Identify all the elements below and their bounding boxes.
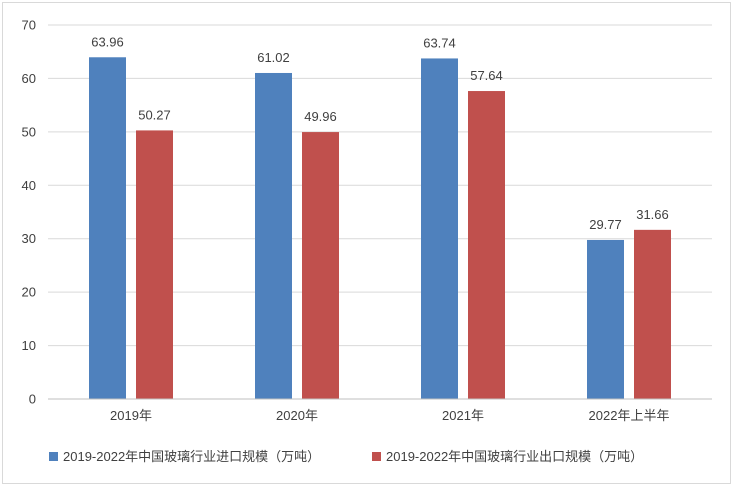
bar-series1-3 — [421, 58, 458, 399]
y-axis-ticks: 0 10 20 30 40 50 60 70 — [22, 18, 36, 407]
data-label: 63.74 — [423, 35, 456, 50]
bar-series2-2 — [302, 132, 339, 399]
data-labels: 63.96 50.27 61.02 49.96 63.74 57.64 29.77 31.66 — [91, 34, 669, 232]
legend-swatch-1 — [49, 452, 58, 461]
bar-series2-4 — [634, 229, 671, 399]
y-tick-label: 10 — [22, 338, 36, 353]
x-tick-label: 2021年 — [442, 408, 484, 423]
data-label: 49.96 — [304, 109, 337, 124]
data-label: 61.02 — [257, 50, 290, 65]
x-axis-ticks: 2019年 2020年 2021年 2022年上半年 — [110, 408, 669, 423]
x-tick-label: 2019年 — [110, 408, 152, 423]
y-tick-label: 60 — [22, 71, 36, 86]
y-tick-label: 70 — [22, 18, 36, 33]
legend-label-2: 2019-2022年中国玻璃行业出口规模（万吨） — [386, 449, 643, 464]
bar-series1-1 — [89, 57, 126, 399]
legend-swatch-2 — [372, 452, 381, 461]
bar-series1-2 — [255, 72, 292, 400]
data-label: 57.64 — [470, 68, 503, 83]
bar-series1-4 — [587, 239, 624, 399]
legend: 2019-2022年中国玻璃行业进口规模（万吨） 2019-2022年中国玻璃行业… — [49, 449, 643, 464]
y-tick-label: 50 — [22, 124, 36, 139]
legend-label-1: 2019-2022年中国玻璃行业进口规模（万吨） — [63, 449, 320, 464]
bar-series2-3 — [468, 91, 505, 399]
y-tick-label: 0 — [29, 392, 36, 407]
data-label: 29.77 — [589, 217, 622, 232]
data-label: 50.27 — [138, 107, 171, 122]
y-tick-label: 30 — [22, 231, 36, 246]
y-tick-label: 20 — [22, 285, 36, 300]
data-label: 31.66 — [636, 207, 669, 222]
x-tick-label: 2020年 — [276, 408, 318, 423]
data-label: 63.96 — [91, 34, 124, 49]
bars — [89, 57, 671, 400]
bar-series2-1 — [136, 130, 173, 400]
y-tick-label: 40 — [22, 178, 36, 193]
x-tick-label: 2022年上半年 — [589, 408, 670, 423]
